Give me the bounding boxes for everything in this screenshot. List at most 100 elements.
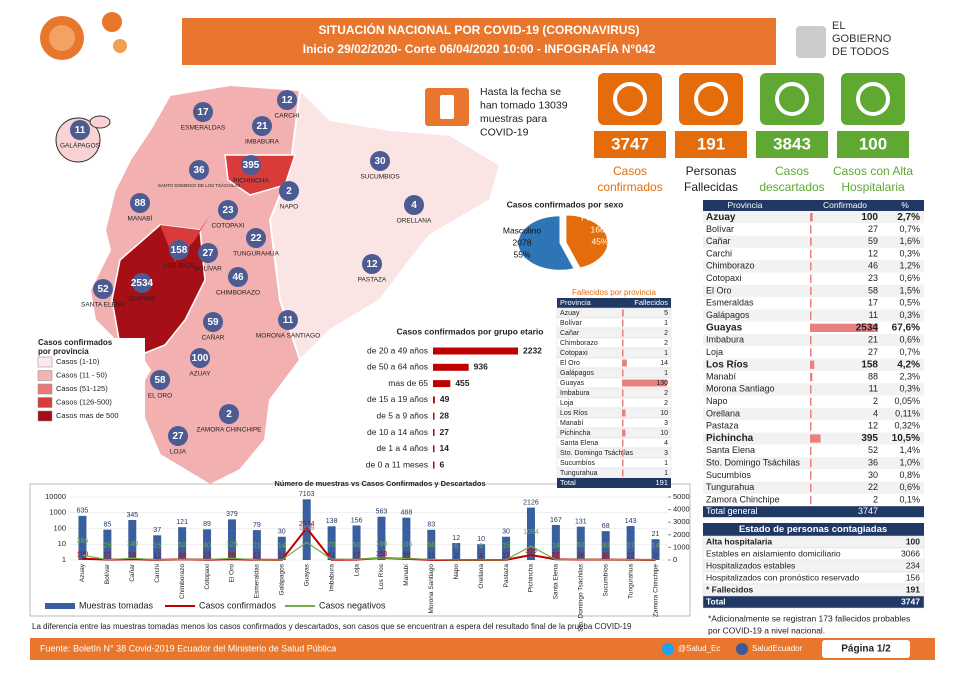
cases-percent: 0,7%: [899, 224, 920, 234]
age-bar: [433, 396, 435, 404]
series-value: 2: [454, 553, 458, 560]
age-value: 6: [440, 459, 445, 469]
stat-value: 100: [859, 134, 887, 153]
cases-value: 23: [868, 273, 878, 283]
series-value: 1094: [523, 529, 539, 536]
deaths-bar: [622, 449, 624, 457]
province-name: SUCUMBIOS: [360, 174, 400, 181]
cases-province: Zamora Chinchipe: [706, 494, 780, 504]
deaths-bar: [622, 309, 624, 317]
legend-swatch: [45, 603, 75, 609]
series-line: [82, 541, 656, 561]
age-value: 27: [440, 427, 450, 437]
province-count: 27: [202, 248, 214, 259]
x-tick-label: Chimborazo: [179, 564, 186, 599]
cases-value: 11: [869, 310, 878, 320]
page-box: [822, 640, 910, 658]
province-count: 11: [283, 315, 294, 326]
sample-bar: [452, 543, 461, 560]
province-name: IMBABURA: [245, 139, 280, 146]
age-value: 28: [440, 410, 450, 420]
province-name: NAPO: [280, 204, 298, 211]
province-name: MORONA SANTIAGO: [256, 333, 320, 340]
cases-bar: [810, 323, 878, 332]
deaths-bar: [622, 419, 624, 427]
cases-bar: [810, 495, 812, 505]
cases-value: 12: [868, 421, 878, 431]
cases-value: 100: [861, 212, 878, 223]
province-marker: [150, 370, 170, 390]
stat-label: Personas: [686, 164, 737, 178]
series-value: 23: [203, 553, 211, 560]
series-value: 46: [178, 552, 186, 559]
page-number: Página 1/2: [841, 644, 891, 655]
series-value: 27: [103, 553, 111, 560]
sample-value: 21: [652, 531, 660, 538]
province-count: 12: [281, 95, 293, 106]
deaths-value: 5: [664, 310, 668, 317]
status-value: 156: [906, 572, 920, 582]
deaths-value: 2: [664, 330, 668, 337]
cases-percent: 0,32%: [894, 421, 920, 431]
cases-percent: 0,6%: [899, 482, 920, 492]
series-value: 27: [353, 553, 361, 560]
pie-slice: [565, 214, 609, 269]
cases-province: Cañar: [706, 236, 731, 246]
sample-bar: [601, 531, 610, 560]
cases-bar: [810, 262, 812, 271]
age-value: 49: [440, 394, 450, 404]
province-name: COTOPAXI: [212, 223, 245, 230]
sample-bar: [626, 526, 635, 560]
sample-bar: [551, 524, 560, 560]
province-name: GALÁPAGOS: [60, 141, 101, 150]
legend-label: Casos mas de 500: [56, 411, 119, 420]
stat-icon-glyph: [694, 82, 728, 116]
cases-province: Sucumbíos: [706, 470, 752, 480]
facebook: SaludEcuador: [752, 644, 803, 653]
series-value: 30: [602, 542, 610, 549]
stat-icon: [760, 73, 824, 125]
disclaimer: La diferencia entre las muestras tomadas…: [32, 622, 632, 631]
sample-bar: [402, 517, 411, 560]
deaths-province: Tungurahua: [560, 470, 598, 477]
series-value: 1399: [299, 525, 315, 532]
sample-value: 167: [550, 517, 562, 524]
cases-row: [703, 309, 924, 322]
cases-row: [703, 395, 924, 408]
age-label: mas de 65: [388, 378, 428, 388]
stat-label: Casos: [613, 164, 647, 178]
tests-note: Hasta la fecha se: [480, 86, 561, 98]
sample-value: 121: [176, 519, 188, 526]
province-name: CAÑAR: [202, 333, 225, 342]
deaths-province: Guayas: [560, 380, 585, 387]
series-value: 27: [627, 543, 635, 550]
deaths-bar: [622, 409, 626, 417]
series-value: 6: [479, 543, 483, 550]
deaths-bar: [622, 469, 624, 477]
y-tick-label: 10000: [45, 492, 66, 501]
status-value: 3066: [901, 548, 920, 558]
sample-value: 345: [126, 512, 138, 519]
tests-note: COVID-19: [480, 126, 529, 138]
sample-value: 563: [376, 509, 388, 516]
age-value: 936: [474, 362, 488, 372]
cases-row: [703, 420, 924, 433]
cases-province: Guayas: [706, 322, 743, 333]
age-label: de 0 a 11 meses: [366, 459, 428, 469]
series-value: 6: [454, 543, 458, 550]
y2-tick-label: 4000: [673, 505, 690, 514]
province-marker: [168, 426, 188, 446]
province-count: 58: [154, 375, 166, 386]
deaths-value: 10: [660, 430, 668, 437]
deaths-province: Pichincha: [560, 430, 590, 437]
province-marker: [203, 312, 223, 332]
age-bar: [433, 461, 435, 469]
cases-value: 52: [868, 445, 878, 455]
cases-row: [703, 334, 924, 347]
series-value: 395: [525, 548, 537, 555]
series-value: 14: [552, 543, 560, 550]
stat-box: [837, 131, 909, 158]
deaths-col: Provincia: [560, 298, 592, 307]
cases-percent: 0,11%: [895, 408, 920, 418]
series-value: 88: [402, 552, 410, 559]
